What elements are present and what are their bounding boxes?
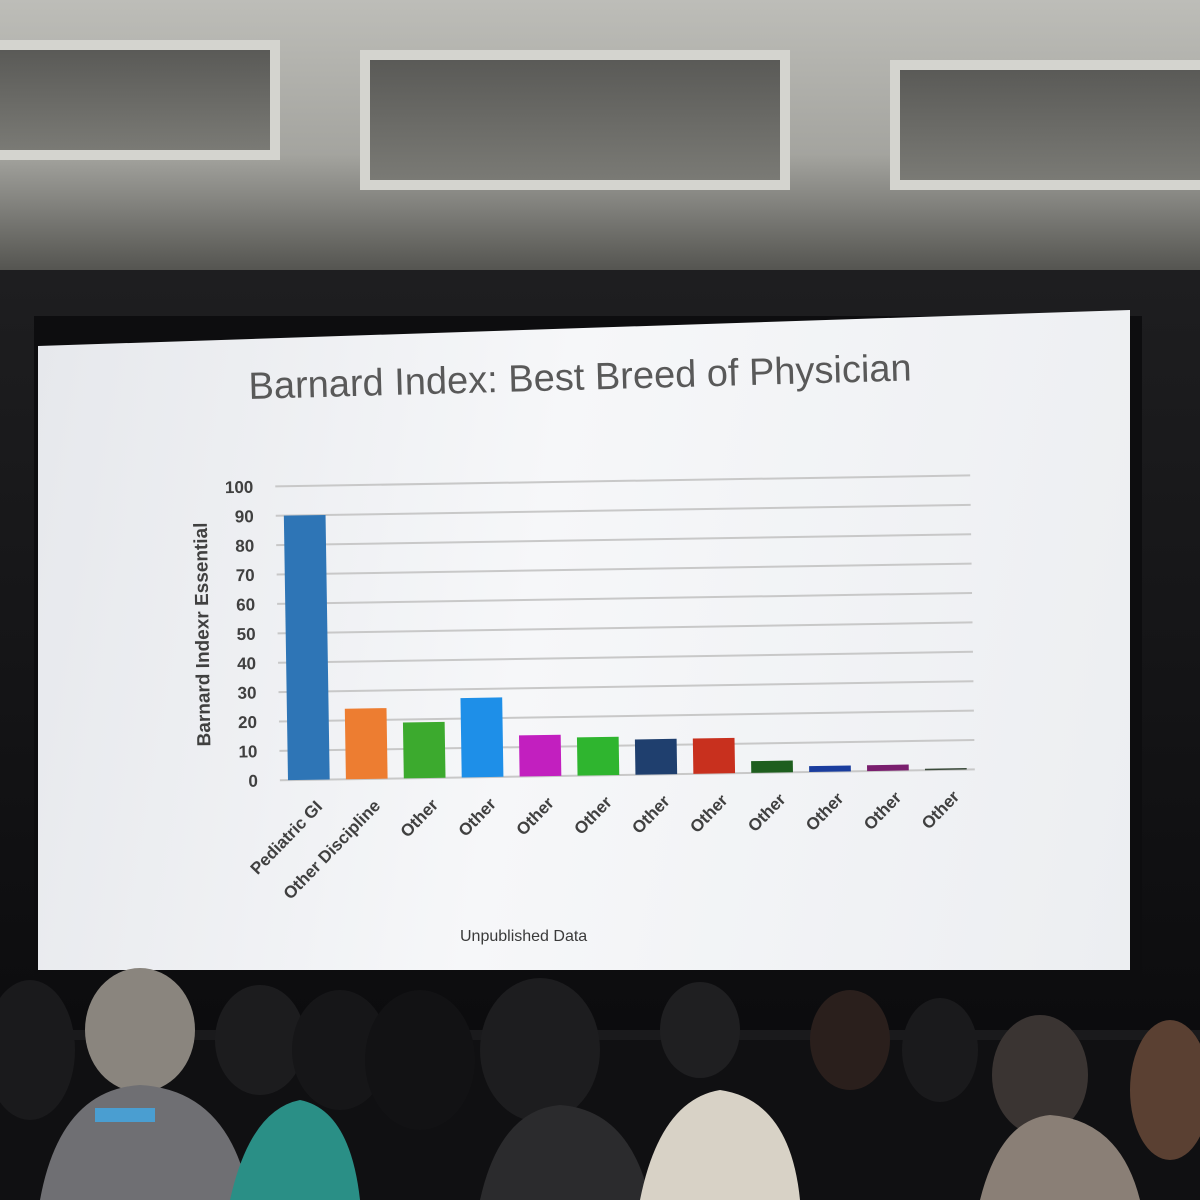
gridline [275,503,971,517]
bar [924,768,967,771]
gridline [276,562,972,576]
y-tick-label: 20 [238,713,257,732]
bar [751,760,793,773]
bar [809,765,851,772]
audience-head [810,990,890,1090]
audience-lanyard [95,1108,155,1122]
audience-shoulders [40,1085,250,1200]
audience-head [0,980,75,1120]
gridline [278,680,974,694]
bar [576,736,620,776]
audience-head [480,978,600,1122]
bar [460,697,504,778]
y-tick-label: 100 [225,478,254,497]
bar [634,738,678,775]
y-tick-label: 90 [235,507,254,526]
audience-head [85,968,195,1092]
gridline [277,621,973,635]
bar [402,721,446,779]
gridlines [275,474,975,782]
bar [866,764,909,772]
footnote: Unpublished Data [460,928,588,945]
gridline [278,709,974,723]
audience-head [215,985,305,1095]
bar [692,737,736,774]
y-tick-label: 40 [237,654,256,673]
bar [518,734,562,777]
ceiling-panel [890,60,1200,190]
projector-screen [38,310,1130,970]
gridline [277,592,973,605]
gridline [276,533,972,547]
audience-shoulders [230,1100,360,1200]
ceiling-panel [360,50,790,190]
y-tick-label: 50 [237,625,256,644]
y-tick-label: 30 [237,683,256,702]
bar [283,514,330,781]
y-tick-label: 10 [238,742,257,761]
audience-head [1130,1020,1200,1160]
y-axis-label: Barnard Indexr Essential [191,522,216,746]
audience-head [292,990,388,1110]
y-tick-label: 60 [236,595,255,614]
ceiling-panel [0,40,280,160]
ceiling [0,0,1200,280]
gridline [278,650,973,664]
gridline [279,738,975,752]
audience-head [660,982,740,1078]
y-tick-label: 0 [248,772,258,791]
bar [344,708,388,780]
gridline [275,474,971,488]
audience-shoulders [980,1115,1140,1200]
audience-head [902,998,978,1102]
bars [283,514,967,781]
audience-shoulders [480,1105,650,1200]
audience-head [365,990,475,1130]
y-axis-ticks: 0 10 20 30 40 50 60 70 80 90 100 [225,478,258,791]
gridline [279,768,975,782]
audience-head [992,1015,1088,1135]
audience-shoulders [640,1090,800,1200]
y-tick-label: 80 [235,536,254,555]
y-tick-label: 70 [236,566,255,585]
